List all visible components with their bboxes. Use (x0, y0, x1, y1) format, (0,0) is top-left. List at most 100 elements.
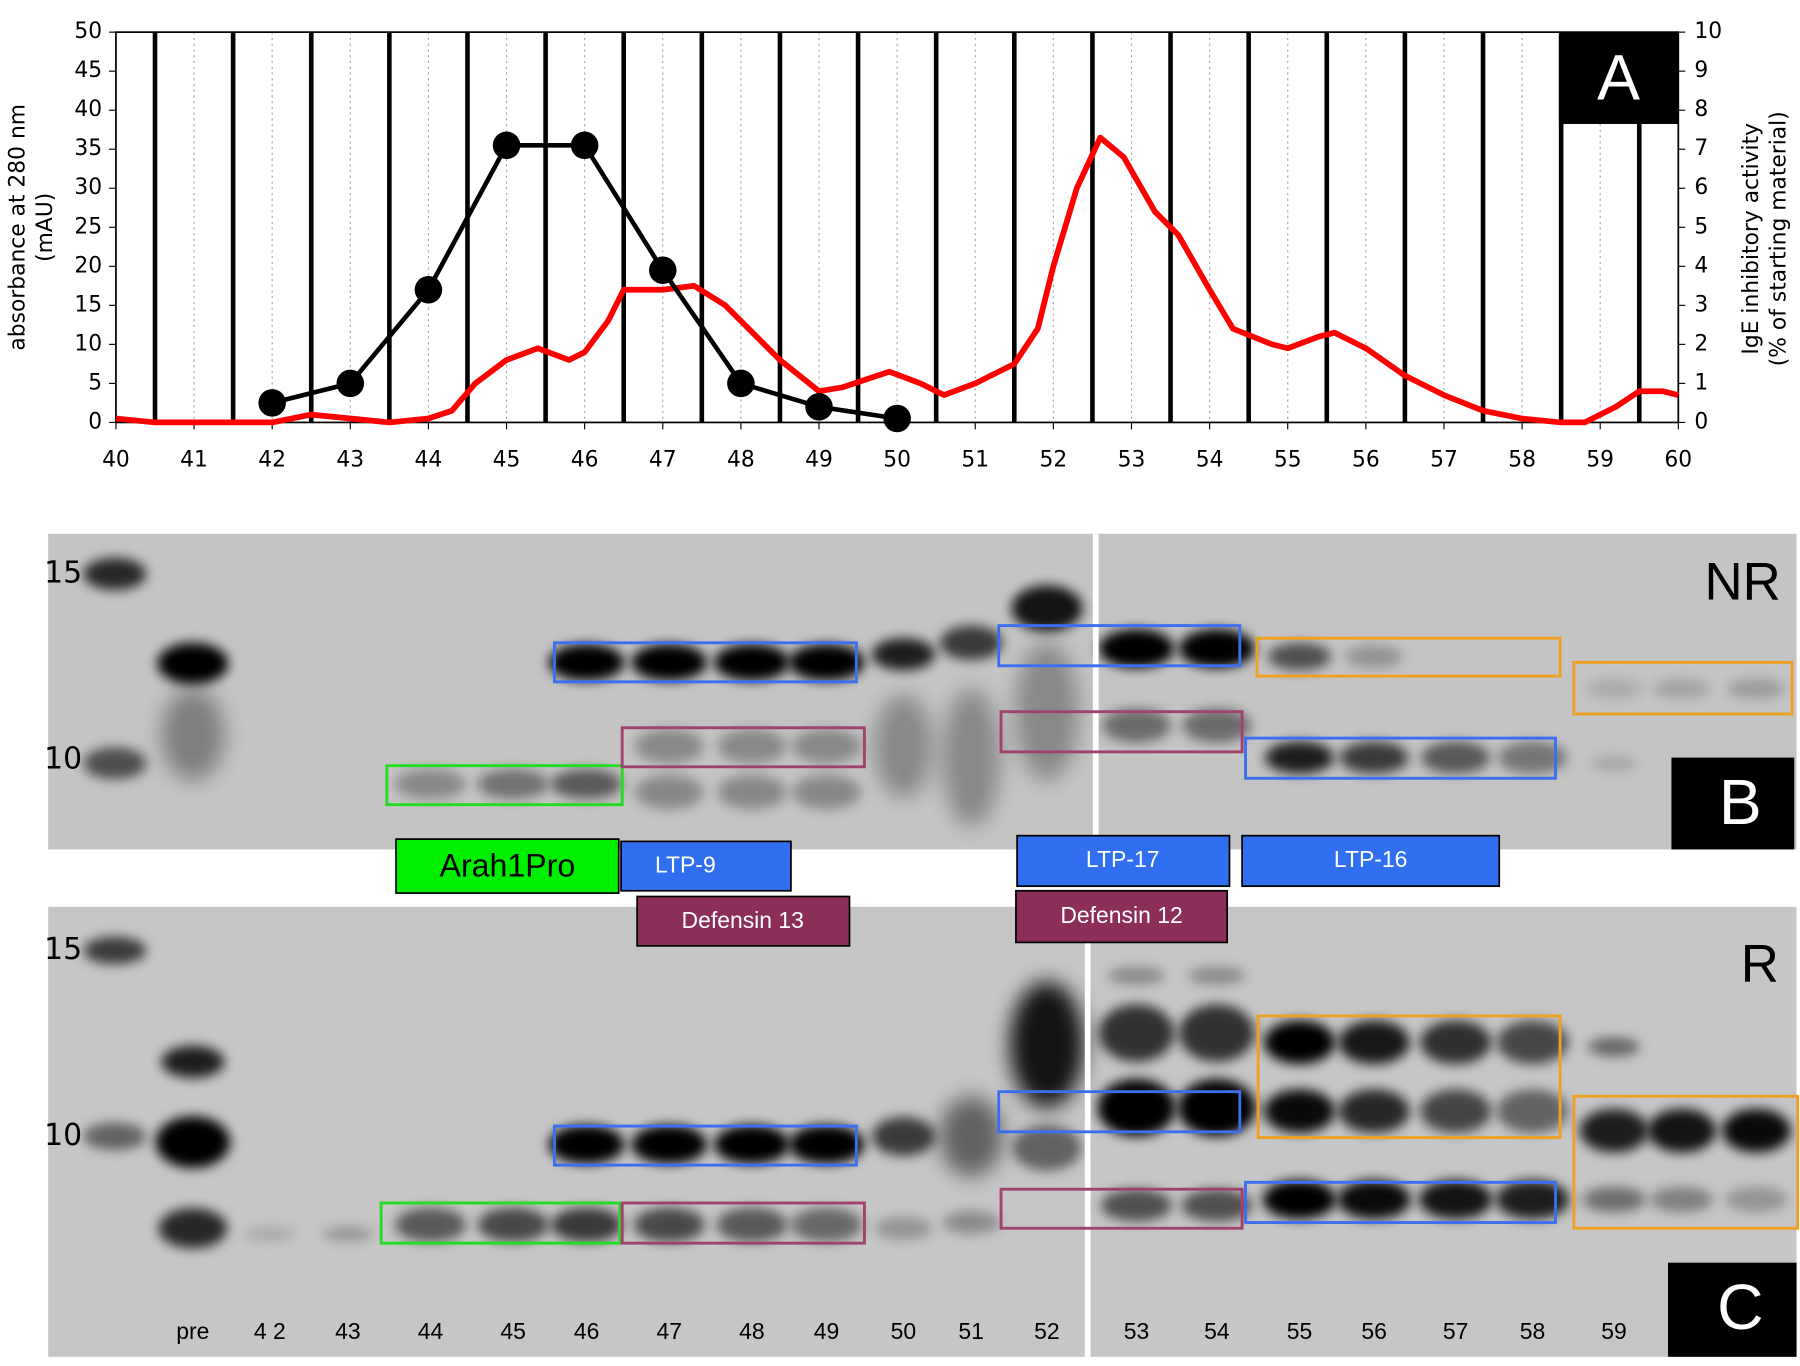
lane-label: pre (176, 1318, 209, 1344)
panel-label-box (1667, 1262, 1797, 1357)
gel-band (1012, 1124, 1082, 1171)
gel-band (548, 643, 625, 681)
gel-band (1337, 1180, 1411, 1220)
gel-band (634, 728, 704, 764)
lane-label: 50 (891, 1318, 917, 1344)
gel-band (1182, 708, 1252, 743)
gel-band (717, 728, 787, 764)
y2-tick-label: 4 (1694, 253, 1708, 278)
gel-band (155, 1116, 231, 1168)
tag-label: Defensin 13 (682, 907, 804, 933)
gel-band (551, 769, 623, 799)
gel-band (1724, 1186, 1788, 1213)
x-tick-label: 45 (493, 447, 521, 472)
gel-band (161, 688, 225, 781)
gel-band (631, 643, 708, 681)
y2-tick-label: 7 (1694, 136, 1708, 161)
gel-band (1588, 1037, 1640, 1057)
x-tick-label: 51 (961, 447, 989, 472)
tag-label: LTP-16 (1334, 846, 1408, 872)
gel-band (243, 1227, 296, 1241)
gel-band (790, 1207, 863, 1243)
x-tick-label: 60 (1664, 447, 1692, 472)
x-tick-label: 42 (258, 447, 286, 472)
y2-tick-label: 2 (1694, 331, 1708, 356)
panel-label: A (1597, 42, 1640, 114)
gel-band (1263, 1089, 1336, 1133)
gel-band (633, 1207, 705, 1243)
lane-label: 56 (1361, 1318, 1387, 1344)
x-tick-label: 46 (571, 447, 599, 472)
y-tick-label: 25 (74, 214, 102, 239)
gel-band (874, 1216, 933, 1240)
gel-band (477, 1207, 549, 1243)
highlight-box (553, 641, 858, 684)
data-point (336, 369, 365, 398)
y2-tick-label: 5 (1694, 214, 1708, 239)
gel-band (83, 747, 147, 780)
gel-band (157, 642, 229, 685)
gel-band (1262, 1180, 1337, 1220)
lane-label: 49 (814, 1318, 840, 1344)
panel-label: C (1717, 1271, 1763, 1343)
x-tick-label: 53 (1118, 447, 1146, 472)
lane-label: 4 2 (254, 1318, 286, 1344)
highlight-box (1255, 636, 1562, 678)
highlight-box (620, 726, 866, 769)
gel-condition-label: R (1741, 935, 1779, 994)
y-tick-label: 10 (74, 331, 102, 356)
gel-band (1338, 1020, 1410, 1065)
y-axis-label: (mAU) (33, 193, 58, 262)
gel-band (1495, 1180, 1570, 1220)
highlight-box (1244, 1180, 1557, 1224)
marker-label: 15 (44, 555, 82, 590)
marker-label: 15 (44, 932, 82, 967)
x-tick-label: 55 (1274, 447, 1302, 472)
y2-tick-label: 10 (1694, 19, 1722, 44)
tag-box (1241, 834, 1501, 888)
gel-band (1585, 678, 1643, 700)
y2-tick-label: 6 (1694, 175, 1708, 200)
gel-boxes (379, 624, 1800, 1245)
data-point (258, 389, 286, 417)
panel-label-box (1671, 757, 1795, 850)
gel-band (548, 1124, 625, 1164)
gel-bands (83, 557, 1791, 1249)
tag-label: Defensin 12 (1060, 902, 1182, 928)
gel-band (1265, 741, 1334, 774)
panel-label: B (1719, 766, 1762, 838)
gel-band (1098, 1004, 1175, 1062)
gel-band (1339, 741, 1409, 774)
tag-label: LTP-17 (1086, 846, 1160, 872)
lane-label: 51 (958, 1318, 984, 1344)
x-tick-label: 50 (883, 447, 911, 472)
gel-band (394, 1207, 467, 1243)
gel-band (1498, 741, 1567, 774)
y-tick-label: 0 (88, 409, 102, 434)
gel-band (161, 1045, 225, 1078)
gel-band (1582, 1186, 1646, 1213)
data-point (805, 393, 833, 421)
x-tick-label: 59 (1586, 447, 1614, 472)
lane-label: 57 (1443, 1318, 1469, 1344)
y-tick-label: 45 (74, 58, 102, 83)
gel-band (551, 1207, 623, 1243)
data-point (570, 131, 599, 160)
gel-divider (1092, 533, 1099, 850)
lane-label: 48 (739, 1318, 765, 1344)
gel-band (792, 728, 861, 764)
lane-label: 45 (500, 1318, 526, 1344)
gel-band (634, 774, 704, 810)
tag-box (636, 895, 851, 947)
gel-band (788, 1124, 865, 1164)
lane-label: 43 (335, 1318, 361, 1344)
highlight-box (1256, 1014, 1562, 1140)
gel-nr-background (48, 533, 1797, 850)
highlight-box (999, 1187, 1244, 1230)
gel-band (1420, 1020, 1492, 1065)
gel-band (1338, 1089, 1410, 1133)
lane-label: 46 (574, 1318, 600, 1344)
gel-band (1727, 678, 1786, 700)
